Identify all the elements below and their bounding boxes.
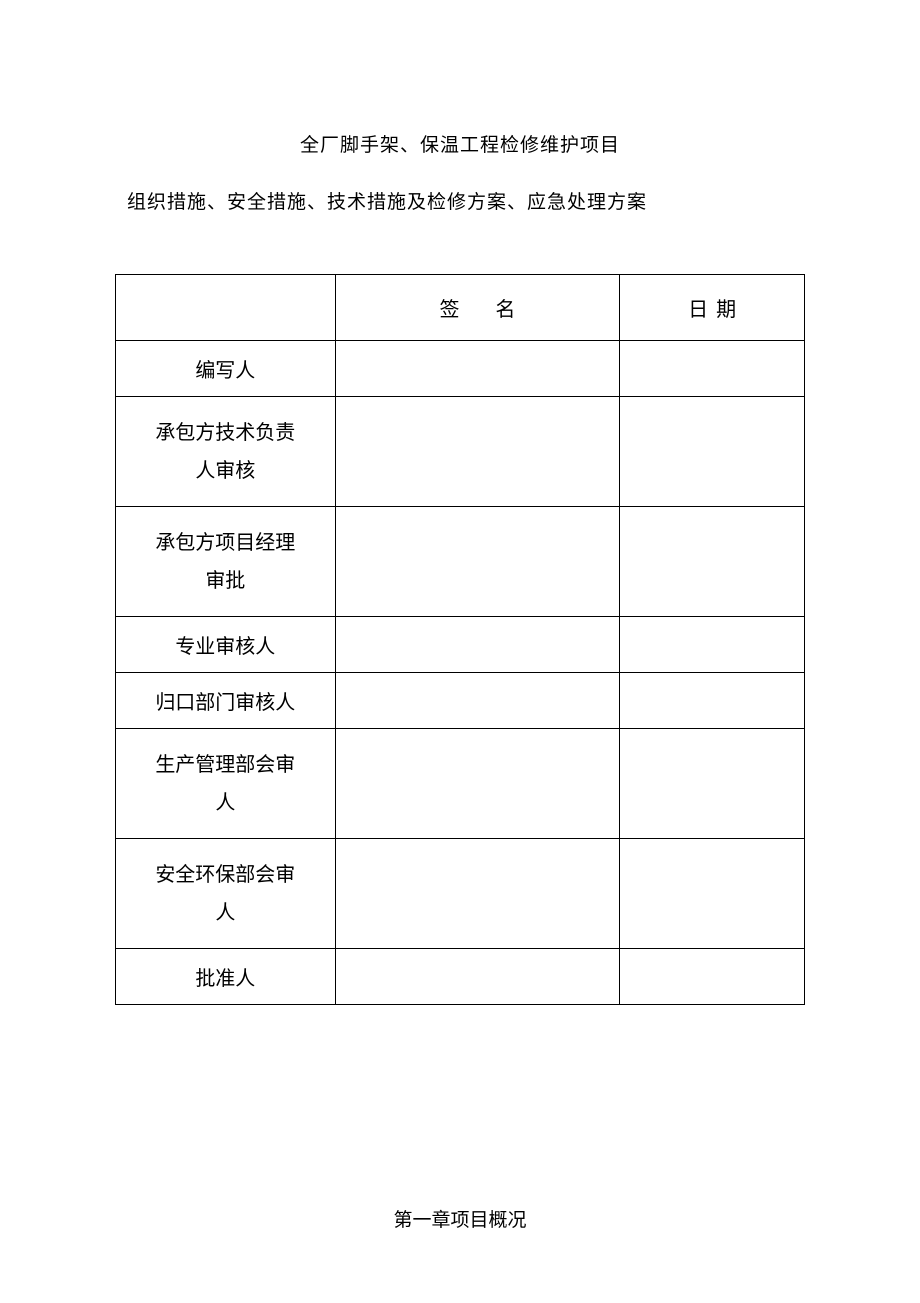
header-date-cell: 日期	[620, 275, 805, 341]
table-row: 专业审核人	[116, 617, 805, 673]
page-container: 全厂脚手架、保温工程检修维护项目 组织措施、安全措施、技术措施及检修方案、应急处…	[0, 0, 920, 1232]
date-cell	[620, 397, 805, 507]
role-cell: 承包方技术负责人审核	[116, 397, 336, 507]
table-row: 安全环保部会审人	[116, 839, 805, 949]
table-row: 编写人	[116, 341, 805, 397]
signature-cell	[335, 341, 620, 397]
approval-table: 签名 日期 编写人承包方技术负责人审核承包方项目经理审批专业审核人归口部门审核人…	[115, 274, 805, 1005]
date-cell	[620, 507, 805, 617]
date-cell	[620, 839, 805, 949]
signature-cell	[335, 507, 620, 617]
document-title-line2: 组织措施、安全措施、技术措施及检修方案、应急处理方案	[115, 187, 805, 214]
signature-cell	[335, 949, 620, 1005]
table-body: 编写人承包方技术负责人审核承包方项目经理审批专业审核人归口部门审核人生产管理部会…	[116, 341, 805, 1005]
date-cell	[620, 673, 805, 729]
role-cell: 归口部门审核人	[116, 673, 336, 729]
table-row: 批准人	[116, 949, 805, 1005]
role-cell: 编写人	[116, 341, 336, 397]
table-row: 归口部门审核人	[116, 673, 805, 729]
table-header-row: 签名 日期	[116, 275, 805, 341]
role-cell: 承包方项目经理审批	[116, 507, 336, 617]
date-cell	[620, 617, 805, 673]
signature-cell	[335, 729, 620, 839]
date-cell	[620, 341, 805, 397]
table-row: 承包方技术负责人审核	[116, 397, 805, 507]
date-cell	[620, 729, 805, 839]
header-role-cell	[116, 275, 336, 341]
table-row: 承包方项目经理审批	[116, 507, 805, 617]
header-signature-cell: 签名	[335, 275, 620, 341]
signature-cell	[335, 397, 620, 507]
chapter-heading: 第一章项目概况	[115, 1205, 805, 1232]
signature-cell	[335, 839, 620, 949]
role-cell: 生产管理部会审人	[116, 729, 336, 839]
role-cell: 专业审核人	[116, 617, 336, 673]
signature-cell	[335, 617, 620, 673]
role-cell: 安全环保部会审人	[116, 839, 336, 949]
role-cell: 批准人	[116, 949, 336, 1005]
signature-cell	[335, 673, 620, 729]
date-cell	[620, 949, 805, 1005]
document-title-line1: 全厂脚手架、保温工程检修维护项目	[115, 130, 805, 157]
table-row: 生产管理部会审人	[116, 729, 805, 839]
